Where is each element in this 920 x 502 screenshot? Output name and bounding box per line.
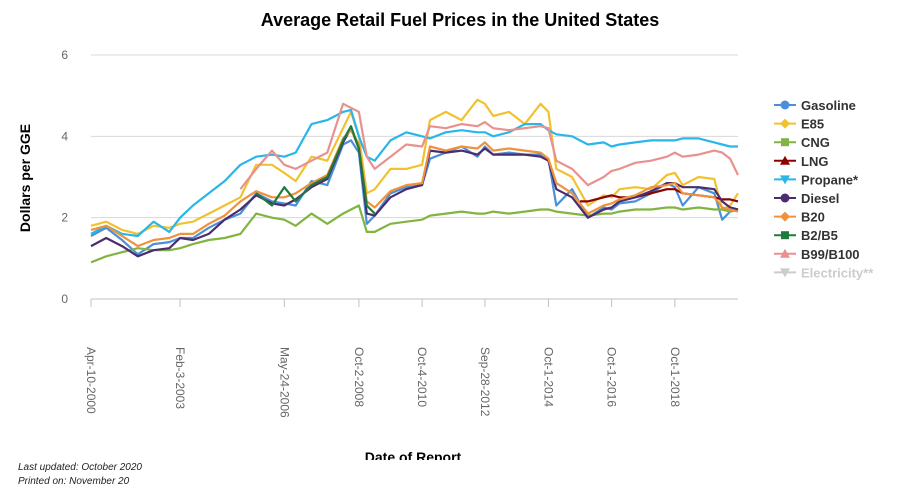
- x-tick-label: May-24-2006: [277, 347, 291, 418]
- x-axis-title: Date of Report: [365, 449, 462, 460]
- legend-item-b2-b5[interactable]: B2/B5: [774, 228, 838, 243]
- series-line-b99-b100: [239, 102, 739, 190]
- y-tick-label: 6: [61, 48, 68, 62]
- x-tick-label: Oct-4-2010: [415, 347, 429, 407]
- chart-title: Average Retail Fuel Prices in the United…: [261, 10, 659, 30]
- legend-marker: [780, 193, 790, 203]
- series-line-e85: [90, 98, 739, 235]
- series-line-propane: [90, 108, 738, 238]
- legend-item-b99-b100[interactable]: B99/B100: [774, 247, 860, 262]
- legend-label: E85: [801, 117, 824, 132]
- legend-label: B99/B100: [801, 247, 860, 262]
- legend-item-e85[interactable]: E85: [774, 117, 824, 132]
- legend-marker: [780, 268, 790, 278]
- fuel-price-chart: Average Retail Fuel Prices in the United…: [17, 10, 874, 460]
- series-line-b2-b5: [255, 125, 376, 215]
- legend-item-gasoline[interactable]: Gasoline: [774, 98, 856, 113]
- series-lines: [90, 98, 739, 264]
- legend-item-lng[interactable]: LNG: [774, 154, 828, 169]
- legend[interactable]: Gasoline E85 CNG LNG Propane* Diesel B20 B2/B5 B…: [774, 98, 874, 280]
- x-tick-label: Oct-1-2018: [668, 347, 682, 407]
- x-axis-ticks: Apr-10-2000 Feb-3-2003 May-24-2006 Oct-2-20…: [84, 299, 682, 418]
- legend-label: Gasoline: [801, 98, 856, 113]
- series-line-gasoline: [90, 139, 739, 256]
- last-updated-note: Last updated: October 2020: [18, 462, 142, 473]
- legend-label: B2/B5: [801, 228, 838, 243]
- legend-marker: [780, 175, 790, 185]
- grid-lines: [91, 54, 738, 300]
- y-tick-label: 0: [61, 292, 68, 306]
- legend-marker: [780, 155, 790, 165]
- legend-label: CNG: [801, 135, 830, 150]
- legend-marker: [780, 100, 790, 110]
- legend-label: LNG: [801, 154, 828, 169]
- legend-label: B20: [801, 210, 825, 225]
- legend-marker: [780, 211, 790, 222]
- x-tick-label: Feb-3-2003: [173, 347, 187, 409]
- x-tick-label: Oct-1-2014: [541, 347, 555, 407]
- legend-marker: [781, 138, 789, 147]
- legend-marker: [780, 118, 790, 129]
- printed-on-note: Printed on: November 20: [18, 476, 130, 487]
- x-tick-label: Oct-2-2008: [352, 347, 366, 407]
- legend-item-electricity[interactable]: Electricity**: [774, 265, 874, 280]
- legend-item-propane[interactable]: Propane*: [774, 172, 859, 187]
- legend-item-b20[interactable]: B20: [774, 210, 825, 225]
- legend-marker: [781, 231, 789, 240]
- series-line-cng: [90, 204, 739, 264]
- y-tick-label: 4: [61, 129, 68, 143]
- y-axis-title: Dollars per GGE: [17, 124, 33, 232]
- legend-label: Propane*: [801, 172, 859, 187]
- legend-label: Diesel: [801, 191, 839, 206]
- x-tick-label: Apr-10-2000: [84, 347, 98, 414]
- x-tick-label: Oct-1-2016: [605, 347, 619, 407]
- legend-item-cng[interactable]: CNG: [774, 135, 830, 150]
- y-axis-ticks: 0 2 4 6: [61, 48, 68, 306]
- series-line-b20: [90, 129, 739, 248]
- x-tick-label: Sep-28-2012: [478, 347, 492, 417]
- legend-marker: [780, 248, 790, 258]
- y-tick-label: 2: [61, 211, 68, 225]
- legend-item-diesel[interactable]: Diesel: [774, 191, 839, 206]
- legend-label: Electricity**: [801, 265, 874, 280]
